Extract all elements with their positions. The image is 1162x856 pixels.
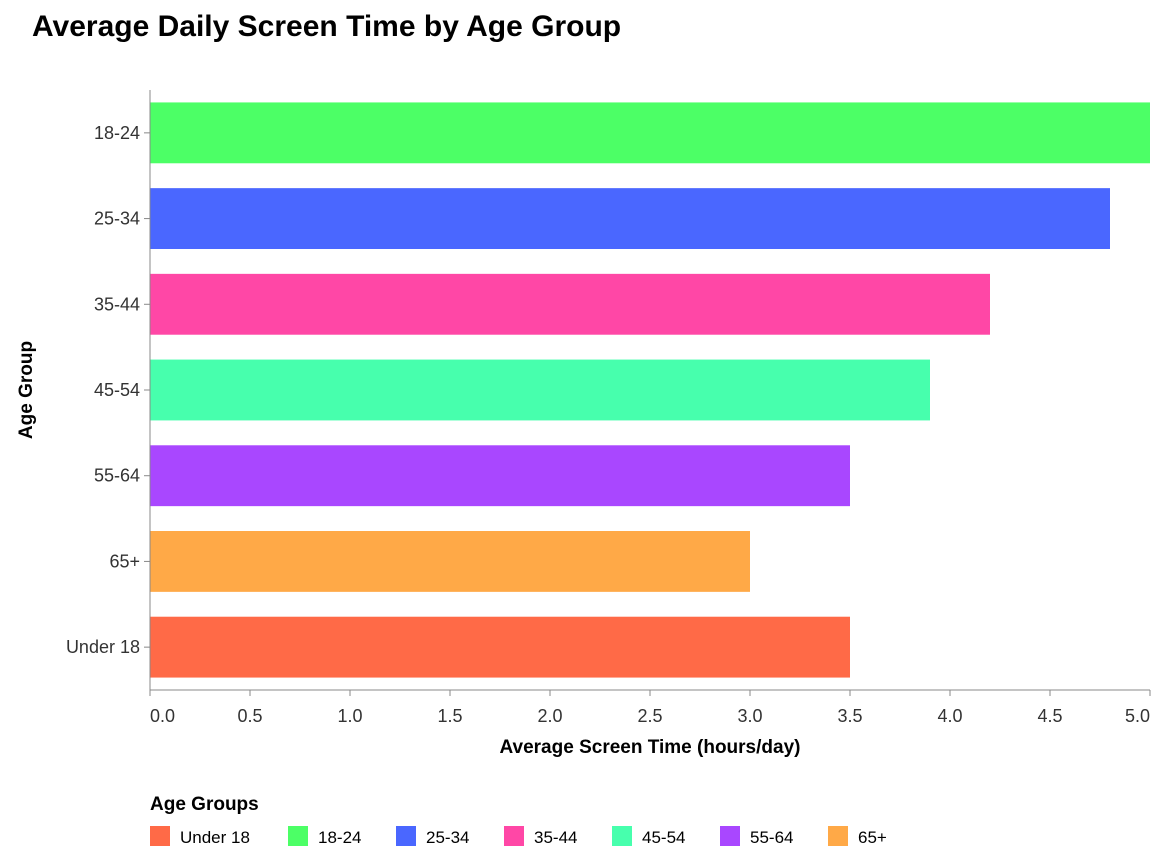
x-tick-label-5-0: 5.0 [1125,706,1150,726]
legend-label-55-64: 55-64 [750,828,793,847]
y-axis: 18-24 25-34 35-44 45-54 55-64 65+ Under 18 [66,90,151,690]
legend-title: Age Groups [150,794,259,815]
legend-label-25-34: 25-34 [426,828,469,847]
legend-swatch-55-64 [720,826,740,846]
bar-under-18 [150,616,850,678]
x-tick-label-0-5: 0.5 [237,706,262,726]
legend: Under 18 18-24 25-34 35-44 45-54 55-64 65+ [150,826,887,847]
bar-35-44 [150,273,990,335]
bar-45-54 [150,359,930,421]
x-tick-label-3-0: 3.0 [737,706,762,726]
legend-swatch-65 [828,826,848,846]
legend-label-35-44: 35-44 [534,828,577,847]
y-tick-label-35-44: 35-44 [94,294,140,314]
legend-label-65: 65+ [858,828,887,847]
x-tick-label-1-5: 1.5 [437,706,462,726]
x-tick-label-2-5: 2.5 [637,706,662,726]
y-tick-label-under-18: Under 18 [66,637,140,657]
x-tick-label-2-0: 2.0 [537,706,562,726]
x-axis-title: Average Screen Time (hours/day) [500,737,801,758]
y-tick-label-18-24: 18-24 [94,123,140,143]
bar-18-24 [150,102,1150,164]
x-tick-label-0-0: 0.0 [150,706,175,726]
x-axis: 0.0 0.5 1.0 1.5 2.0 2.5 3.0 3.5 4.0 4.5 5.0 [149,689,1151,726]
y-tick-label-25-34: 25-34 [94,209,140,229]
legend-swatch-45-54 [612,826,632,846]
bar-25-34 [150,188,1110,249]
legend-swatch-18-24 [288,826,308,846]
legend-label-45-54: 45-54 [642,828,685,847]
bars-group [150,102,1150,678]
legend-label-under-18: Under 18 [180,828,250,847]
legend-label-18-24: 18-24 [318,828,361,847]
y-tick-label-65: 65+ [109,551,140,571]
bar-55-64 [150,445,850,507]
x-tick-label-4-0: 4.0 [937,706,962,726]
legend-swatch-35-44 [504,826,524,846]
x-tick-label-1-0: 1.0 [337,706,362,726]
y-axis-title: Age Group [16,341,37,439]
chart-title: Average Daily Screen Time by Age Group [32,10,621,43]
y-tick-label-45-54: 45-54 [94,380,140,400]
bar-65 [150,531,750,592]
legend-swatch-25-34 [396,826,416,846]
x-tick-label-3-5: 3.5 [837,706,862,726]
legend-swatch-under-18 [150,826,170,846]
x-tick-label-4-5: 4.5 [1037,706,1062,726]
y-tick-label-55-64: 55-64 [94,466,140,486]
